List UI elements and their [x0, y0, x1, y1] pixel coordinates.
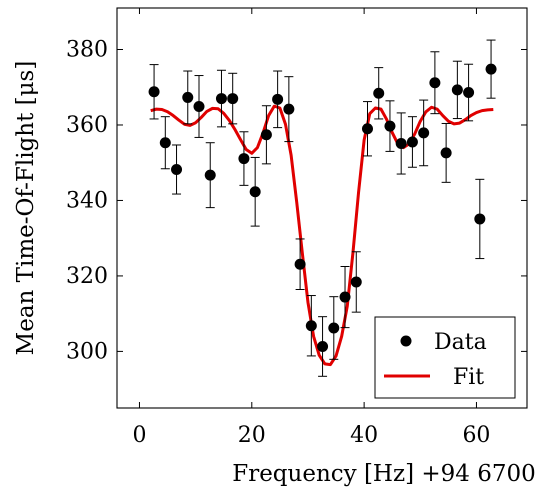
data-marker — [350, 276, 362, 288]
y-tick-label: 320 — [66, 264, 108, 289]
data-point — [171, 144, 183, 195]
data-marker — [249, 186, 261, 198]
data-point — [227, 72, 239, 125]
data-marker — [182, 91, 194, 103]
data-marker — [159, 137, 171, 149]
data-marker — [272, 93, 284, 105]
legend-fit-label: Fit — [453, 365, 484, 390]
data-marker — [171, 164, 183, 176]
data-point — [485, 39, 497, 99]
data-marker — [283, 103, 295, 115]
data-marker — [339, 291, 351, 303]
data-point — [215, 69, 227, 128]
fit-line — [150, 104, 494, 367]
data-point — [395, 112, 407, 175]
data-marker — [317, 340, 329, 352]
data-point — [373, 67, 385, 120]
data-point — [159, 116, 171, 170]
data-point — [350, 251, 362, 313]
data-point — [429, 51, 441, 115]
data-point — [238, 131, 250, 186]
data-marker — [463, 87, 475, 99]
data-marker — [294, 258, 306, 270]
data-marker — [328, 322, 340, 334]
data-marker — [384, 120, 396, 132]
x-tick-label: 0 — [132, 423, 146, 448]
data-marker — [474, 213, 486, 225]
data-marker — [193, 100, 205, 112]
data-point — [339, 265, 351, 329]
data-point — [463, 63, 475, 122]
data-point — [204, 142, 216, 209]
data-marker — [238, 153, 250, 165]
data-point — [384, 100, 396, 152]
legend: Data Fit — [374, 316, 516, 399]
data-marker — [440, 147, 452, 159]
data-point — [328, 296, 340, 360]
x-axis-ticks: 0 20 40 60 — [132, 8, 490, 448]
legend-data-label: Data — [434, 330, 487, 355]
data-point — [418, 99, 430, 167]
data-point — [406, 116, 418, 168]
y-tick-label: 340 — [66, 188, 108, 213]
data-point — [148, 64, 160, 120]
data-point — [305, 295, 317, 357]
legend-box — [374, 316, 516, 399]
y-axis-ticks: 300 320 340 360 380 — [66, 38, 527, 364]
data-point — [317, 316, 329, 377]
data-series — [148, 39, 497, 377]
data-point — [182, 70, 194, 125]
data-point — [272, 70, 284, 129]
fit-series — [150, 104, 494, 367]
y-axis-label: Mean Time-Of-Flight [μs] — [13, 61, 39, 356]
data-point — [474, 178, 486, 260]
data-marker — [485, 63, 497, 75]
x-axis-label: Frequency [Hz] +94 6700 — [232, 461, 536, 487]
data-marker — [395, 137, 407, 149]
data-marker — [305, 320, 317, 332]
legend-data-marker — [400, 335, 412, 347]
data-point — [249, 156, 261, 227]
data-marker — [204, 169, 216, 181]
data-marker — [451, 84, 463, 96]
y-tick-label: 380 — [66, 38, 108, 63]
data-marker — [418, 127, 430, 139]
y-tick-label: 360 — [66, 113, 108, 138]
data-marker — [215, 93, 227, 105]
data-marker — [373, 87, 385, 99]
data-point — [260, 105, 272, 165]
data-marker — [429, 77, 441, 89]
data-marker — [361, 123, 373, 135]
data-marker — [227, 93, 239, 105]
data-marker — [148, 86, 160, 98]
y-tick-label: 300 — [66, 339, 108, 364]
data-point — [361, 101, 373, 157]
x-tick-label: 40 — [350, 423, 378, 448]
x-tick-label: 60 — [462, 423, 490, 448]
data-marker — [260, 129, 272, 141]
data-point — [283, 76, 295, 143]
data-point — [193, 75, 205, 138]
plot-frame — [116, 7, 528, 409]
data-point — [294, 238, 306, 291]
data-point — [451, 60, 463, 120]
data-point — [440, 122, 452, 183]
x-tick-label: 20 — [238, 423, 266, 448]
data-marker — [406, 136, 418, 148]
